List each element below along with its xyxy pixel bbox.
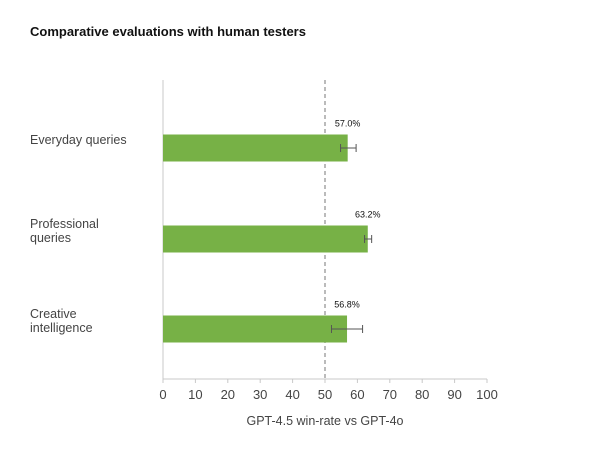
data-label: 63.2% [355, 210, 381, 220]
data-label: 57.0% [335, 119, 361, 129]
x-tick-label: 40 [285, 387, 299, 402]
x-tick-label: 10 [188, 387, 202, 402]
category-label: Creative intelligence [30, 307, 93, 335]
data-label: 56.8% [334, 300, 360, 310]
x-tick-label: 50 [318, 387, 332, 402]
chart-title: Comparative evaluations with human teste… [30, 24, 306, 39]
x-tick-label: 60 [350, 387, 364, 402]
x-tick-label: 100 [476, 387, 498, 402]
x-tick-label: 30 [253, 387, 267, 402]
x-tick-label: 0 [159, 387, 166, 402]
x-tick-label: 20 [221, 387, 235, 402]
category-label: Everyday queries [30, 133, 127, 147]
bar [163, 225, 368, 253]
x-tick-label: 90 [447, 387, 461, 402]
bar [163, 315, 348, 343]
x-tick-label: 70 [383, 387, 397, 402]
bar [163, 134, 348, 162]
category-label: Professional queries [30, 217, 99, 245]
x-tick-label: 80 [415, 387, 429, 402]
x-axis-title: GPT-4.5 win-rate vs GPT-4o [247, 414, 404, 428]
